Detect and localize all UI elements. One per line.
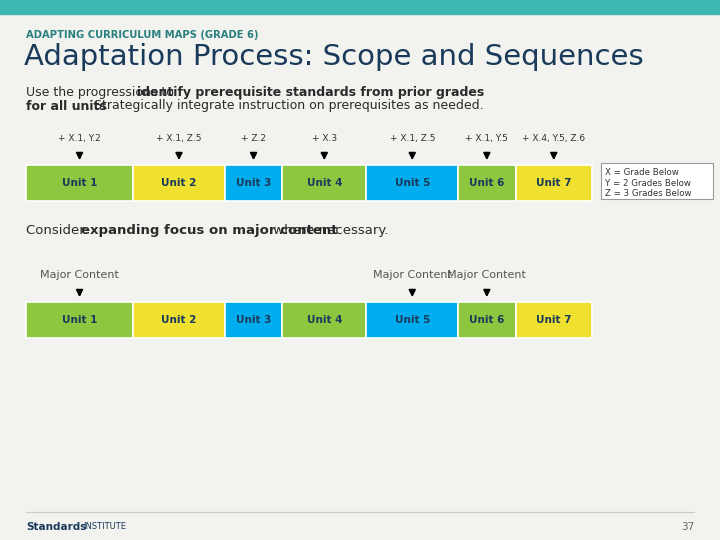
Bar [366,302,458,338]
Text: 37: 37 [680,522,694,532]
Text: + X.1, Y.5: + X.1, Y.5 [465,134,508,143]
Text: Major Content: Major Content [447,270,526,280]
Bar [26,302,133,338]
Text: Unit 2: Unit 2 [161,178,197,188]
Text: Major Content: Major Content [373,270,451,280]
Text: . Strategically integrate instruction on prerequisites as needed.: . Strategically integrate instruction on… [86,99,484,112]
Text: + X.4, Y.5, Z.6: + X.4, Y.5, Z.6 [522,134,585,143]
Bar [516,302,592,338]
Bar [0,0,720,14]
Text: Unit 6: Unit 6 [469,315,505,325]
Text: + X.1, Z.5: + X.1, Z.5 [390,134,435,143]
Text: Unit 5: Unit 5 [395,178,430,188]
Text: ADAPTING CURRICULUM MAPS (GRADE 6): ADAPTING CURRICULUM MAPS (GRADE 6) [26,30,258,40]
Text: for all units: for all units [26,99,107,112]
Text: Unit 1: Unit 1 [62,178,97,188]
Bar [366,165,458,201]
Text: + Z.2: + Z.2 [241,134,266,143]
Text: Adaptation Process: Scope and Sequences: Adaptation Process: Scope and Sequences [24,43,644,71]
Text: Consider: Consider [26,224,89,237]
Text: Major Content: Major Content [40,270,119,280]
Bar [458,302,516,338]
Bar [26,165,133,201]
Text: Unit 4: Unit 4 [307,315,342,325]
Bar [133,165,225,201]
Text: Unit 3: Unit 3 [236,315,271,325]
Text: Unit 6: Unit 6 [469,178,505,188]
Text: X = Grade Below: X = Grade Below [605,168,679,177]
Text: + X.3: + X.3 [312,134,337,143]
Text: + X.1, Y.2: + X.1, Y.2 [58,134,101,143]
Bar [133,302,225,338]
Text: expanding focus on major content: expanding focus on major content [81,224,338,237]
Bar [516,165,592,201]
Text: Unit 2: Unit 2 [161,315,197,325]
Text: Unit 3: Unit 3 [236,178,271,188]
Bar [601,163,713,199]
Text: Unit 4: Unit 4 [307,178,342,188]
Text: Use the progressions to: Use the progressions to [26,86,178,99]
Text: Unit 7: Unit 7 [536,315,572,325]
Text: where necessary.: where necessary. [269,224,389,237]
Bar [225,165,282,201]
Text: identify prerequisite standards from prior grades: identify prerequisite standards from pri… [137,86,485,99]
Text: Unit 1: Unit 1 [62,315,97,325]
Bar [282,302,366,338]
Text: Standards: Standards [26,522,86,532]
Text: Unit 5: Unit 5 [395,315,430,325]
Text: + X.1, Z.5: + X.1, Z.5 [156,134,202,143]
Text: Z = 3 Grades Below: Z = 3 Grades Below [605,189,691,198]
Text: INSTITUTE: INSTITUTE [83,522,126,531]
Bar [458,165,516,201]
Text: Y = 2 Grades Below: Y = 2 Grades Below [605,179,691,187]
Bar [225,302,282,338]
Text: Unit 7: Unit 7 [536,178,572,188]
Bar [282,165,366,201]
